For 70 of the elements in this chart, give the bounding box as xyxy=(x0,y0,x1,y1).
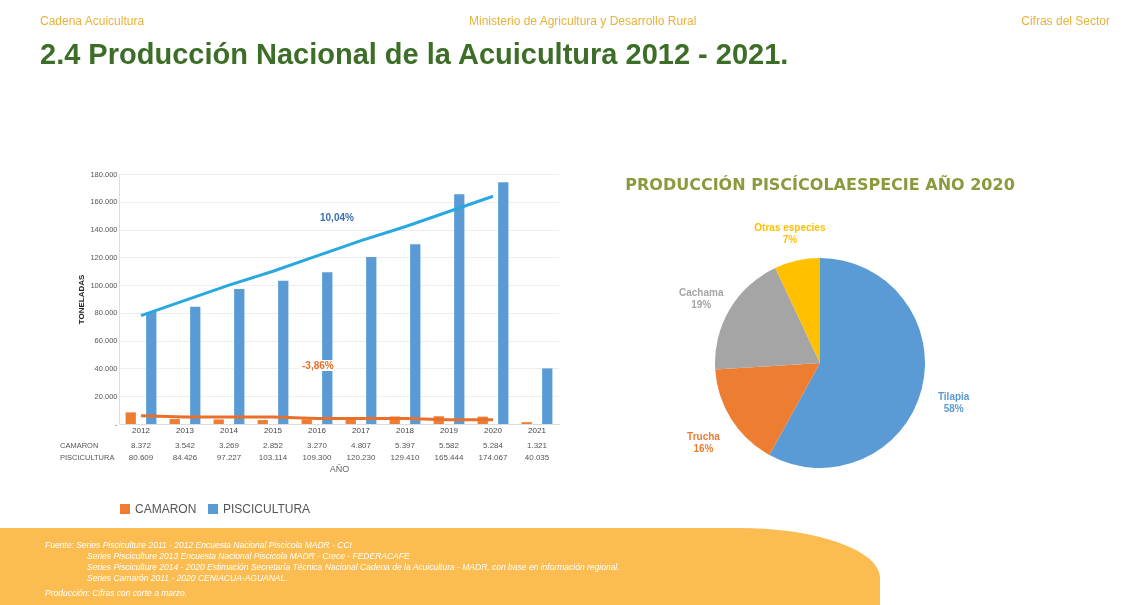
bar xyxy=(213,419,224,424)
text: Ministerio de Agricultura y Desarrollo Rural xyxy=(468,14,697,28)
legend-label: CAMARON xyxy=(135,502,197,516)
data-label: 16% xyxy=(693,442,714,454)
pie-slice xyxy=(769,258,925,468)
data-label: 58% xyxy=(943,403,964,415)
x-axis-title: AÑO xyxy=(329,463,350,474)
bar xyxy=(498,182,509,424)
data-label: 1.321 xyxy=(526,441,548,450)
bar xyxy=(278,280,289,424)
data-label: 4.807 xyxy=(350,441,372,450)
bar xyxy=(125,412,136,424)
x-tick-label: 2021 xyxy=(528,425,547,435)
data-label: 174.067 xyxy=(478,453,509,462)
annotation: -3,86% xyxy=(300,360,336,371)
data-label: 97.227 xyxy=(216,453,242,462)
x-tick-label: 2019 xyxy=(440,425,459,435)
data-label: 120.230 xyxy=(346,453,377,462)
x-tick-label: 2012 xyxy=(132,425,151,435)
text: Cifras del Sector xyxy=(1021,14,1110,28)
x-tick-label: 2018 xyxy=(396,425,415,435)
data-label: 2.852 xyxy=(262,441,284,450)
data-label: 165.444 xyxy=(434,453,465,462)
text: Series Pisciculture 2013 Encuesta Nacional Piscicola MADR - Crece - FEDERACAFE xyxy=(86,551,411,562)
data-label: 5.582 xyxy=(438,441,460,450)
data-label: 3.542 xyxy=(174,441,196,450)
data-label: 129.410 xyxy=(390,453,421,462)
data-label: 5.397 xyxy=(394,441,416,450)
chart-title: 2.4 Producción Nacional de la Acuicultura 2012 - 2021. xyxy=(40,38,789,71)
x-tick-label: 2014 xyxy=(220,425,239,435)
legend-label: PISCICULTURA xyxy=(223,502,311,516)
data-label: 7% xyxy=(782,234,798,246)
source-note: Fuente: Series Pisciculture 2011 - 2012 Encuesta Nacional Piscicola MADR - CCI xyxy=(45,540,353,551)
slice-label: Trucha xyxy=(687,430,721,442)
bar xyxy=(366,257,377,424)
x-tick-label: 2015 xyxy=(264,425,283,435)
bar xyxy=(410,244,421,424)
x-tick-label: 2013 xyxy=(176,425,195,435)
data-label: 5.284 xyxy=(482,441,504,450)
data-label: 40.035 xyxy=(524,453,550,462)
annotation: 10,04% xyxy=(318,212,356,223)
bar xyxy=(257,420,268,424)
slice-label: Tilapia xyxy=(937,391,970,403)
data-label: 8.372 xyxy=(130,441,152,450)
data-label: 84.426 xyxy=(172,453,198,462)
y-axis-title: TONELADAS xyxy=(77,274,87,325)
data-label: 103.114 xyxy=(258,453,288,462)
text: Series Camarón 2011 - 2020 CENIACUA-AGUANAL. xyxy=(86,573,289,584)
text: Cadena Acuicultura xyxy=(40,14,145,28)
data-label: 80.609 xyxy=(128,453,154,462)
data-label: 3.269 xyxy=(218,441,240,450)
text: Producción: Cifras con corte a marzo. xyxy=(45,588,189,599)
data-label: 19% xyxy=(691,298,712,310)
bar xyxy=(146,312,157,424)
x-tick-label: 2016 xyxy=(308,425,327,435)
bar xyxy=(190,306,201,424)
bar xyxy=(454,194,465,424)
x-tick-label: 2017 xyxy=(352,425,371,435)
data-label: 109.300 xyxy=(302,453,333,462)
bar xyxy=(234,288,245,424)
slice-label: Otras especies xyxy=(754,222,826,234)
bar xyxy=(169,419,180,424)
chart-title: PRODUCCIÓN PISCÍCOLAESPECIE AÑO 2020 xyxy=(625,175,1015,195)
data-label: 3.270 xyxy=(306,441,328,450)
bar xyxy=(542,368,553,424)
line-series xyxy=(139,194,495,318)
text: Series Pisciculture 2014 - 2020 Estimación Secretaría Técnica Nacional Cadena de la Acuicultura - MADR, con base en información regional. xyxy=(86,562,621,573)
x-tick-label: 2020 xyxy=(484,425,503,435)
slice-label: Cachama xyxy=(678,286,724,298)
pie-slice xyxy=(775,258,820,363)
